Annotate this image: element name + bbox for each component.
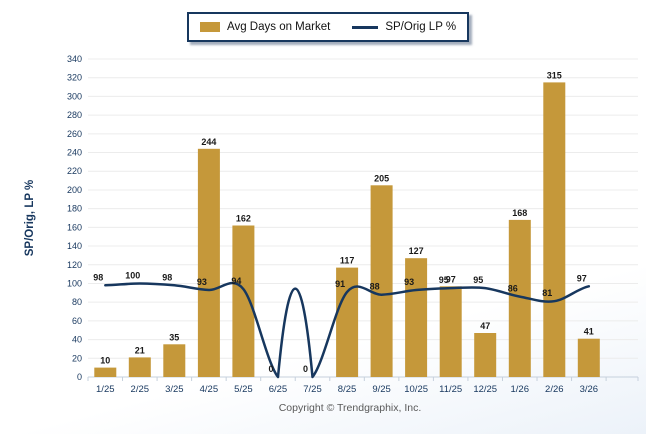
svg-text:7/25: 7/25 <box>303 384 322 395</box>
svg-text:97: 97 <box>446 274 456 284</box>
svg-text:12/25: 12/25 <box>473 384 497 395</box>
svg-text:40: 40 <box>72 335 82 345</box>
bar <box>577 338 600 377</box>
svg-text:180: 180 <box>67 204 82 214</box>
svg-text:11/25: 11/25 <box>439 384 462 395</box>
svg-text:120: 120 <box>67 260 82 270</box>
svg-text:35: 35 <box>169 332 179 342</box>
svg-text:280: 280 <box>67 110 82 120</box>
bar <box>197 148 220 377</box>
svg-text:0: 0 <box>303 364 308 374</box>
svg-text:2/25: 2/25 <box>131 384 150 395</box>
bars-avg-days-on-market <box>94 82 600 378</box>
svg-text:86: 86 <box>508 284 518 294</box>
svg-text:41: 41 <box>584 327 594 337</box>
bar <box>508 219 531 377</box>
svg-text:81: 81 <box>542 288 552 298</box>
svg-text:98: 98 <box>162 272 172 282</box>
svg-text:200: 200 <box>67 185 82 195</box>
svg-text:98: 98 <box>93 272 103 282</box>
line-sp-orig-lp <box>104 281 591 379</box>
bar <box>128 357 151 377</box>
legend-bar-label: Avg Days on Market <box>227 21 331 33</box>
svg-text:2/26: 2/26 <box>545 384 564 395</box>
bar <box>336 267 359 377</box>
svg-text:300: 300 <box>67 91 82 101</box>
svg-text:127: 127 <box>409 246 424 256</box>
svg-text:100: 100 <box>125 271 140 281</box>
legend: Avg Days on Market SP/Orig LP % <box>187 12 470 42</box>
svg-text:10/25: 10/25 <box>404 384 428 395</box>
bar <box>163 344 186 377</box>
svg-text:3/26: 3/26 <box>580 384 599 395</box>
svg-text:160: 160 <box>67 222 82 232</box>
svg-text:1/25: 1/25 <box>96 384 115 395</box>
bar-swatch-icon <box>200 22 220 32</box>
svg-text:94: 94 <box>231 276 241 286</box>
y-tick-labels: 0 20 40 60 80 100 120 140 160 180 200 220 240 260 280 3… <box>67 54 82 382</box>
svg-text:95: 95 <box>439 275 449 285</box>
bar <box>94 367 117 377</box>
svg-text:97: 97 <box>577 273 587 283</box>
line-swatch-icon <box>352 25 379 29</box>
svg-text:140: 140 <box>67 241 82 251</box>
svg-text:93: 93 <box>197 277 207 287</box>
svg-text:168: 168 <box>512 208 527 218</box>
svg-text:10: 10 <box>100 356 110 366</box>
svg-text:100: 100 <box>67 278 82 288</box>
svg-text:60: 60 <box>72 316 82 326</box>
svg-text:88: 88 <box>370 282 380 292</box>
bar <box>405 258 428 377</box>
bar <box>232 225 255 377</box>
svg-text:21: 21 <box>135 345 145 355</box>
svg-text:0: 0 <box>268 364 273 374</box>
svg-text:91: 91 <box>335 279 345 289</box>
legend-line-label: SP/Orig LP % <box>385 21 457 33</box>
svg-text:244: 244 <box>201 137 216 147</box>
svg-text:117: 117 <box>340 256 355 266</box>
bar <box>439 286 462 377</box>
svg-text:220: 220 <box>67 166 82 176</box>
svg-text:340: 340 <box>67 54 82 64</box>
svg-text:4/25: 4/25 <box>200 384 219 395</box>
svg-text:240: 240 <box>67 148 82 158</box>
svg-text:47: 47 <box>480 321 490 331</box>
copyright-text: Copyright © Trendgraphix, Inc. <box>278 402 422 414</box>
svg-text:9/25: 9/25 <box>372 384 391 395</box>
bar-value-labels: 10 21 35 244 162 117 205 127 97 47 168 315 41 <box>100 70 594 365</box>
svg-text:162: 162 <box>236 214 251 224</box>
svg-text:260: 260 <box>67 129 82 139</box>
svg-text:3/25: 3/25 <box>165 384 184 395</box>
x-tick-labels: 1/25 2/25 3/25 4/25 5/25 6/25 7/25 8/25 9/25 10/2… <box>96 384 598 395</box>
svg-text:1/26: 1/26 <box>511 384 530 395</box>
svg-text:20: 20 <box>72 353 82 363</box>
svg-text:320: 320 <box>67 73 82 83</box>
svg-text:95: 95 <box>473 275 483 285</box>
svg-text:0: 0 <box>77 372 82 382</box>
bar <box>474 333 497 377</box>
bar <box>370 185 393 377</box>
svg-text:6/25: 6/25 <box>269 384 288 395</box>
svg-text:80: 80 <box>72 297 82 307</box>
svg-text:8/25: 8/25 <box>338 384 357 395</box>
line-value-labels: 98 100 98 93 94 0 0 91 88 93 95 95 86 81 97 <box>93 271 587 375</box>
svg-text:93: 93 <box>404 277 414 287</box>
svg-text:205: 205 <box>374 173 389 183</box>
bar <box>543 82 566 378</box>
svg-text:5/25: 5/25 <box>234 384 253 395</box>
x-axis <box>87 376 639 381</box>
svg-text:315: 315 <box>547 70 562 80</box>
